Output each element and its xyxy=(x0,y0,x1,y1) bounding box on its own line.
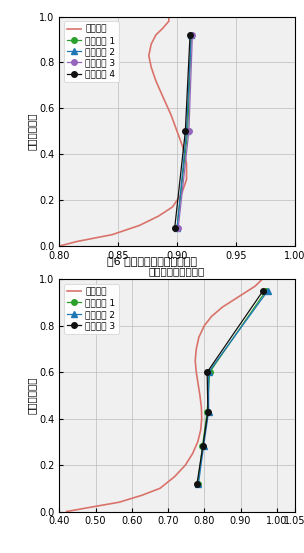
测试探针 3 xyxy=(176,225,180,231)
仿真结果 xyxy=(167,13,171,20)
仿真结果 xyxy=(154,32,158,38)
仿真结果 xyxy=(149,64,153,70)
Line: 仿真结果: 仿真结果 xyxy=(67,279,262,512)
仿真结果 xyxy=(75,238,79,245)
仿真结果 xyxy=(185,160,188,167)
测试探针 1 xyxy=(205,408,209,415)
测试探针 4 xyxy=(184,128,187,134)
测试探针 2 xyxy=(189,32,193,38)
仿真结果 xyxy=(253,283,257,290)
测试探针 3 xyxy=(187,128,191,134)
仿真结果 xyxy=(110,231,114,238)
测试探针 3 xyxy=(201,443,205,450)
仿真结果 xyxy=(161,93,165,100)
仿真结果 xyxy=(157,213,160,220)
测试探针 2 xyxy=(175,225,179,231)
仿真结果 xyxy=(200,415,204,422)
Line: 测试探针 1: 测试探针 1 xyxy=(174,32,194,231)
测试探针 2 xyxy=(207,408,210,415)
仿真结果 xyxy=(158,485,162,492)
仿真结果 xyxy=(173,473,176,480)
仿真结果 xyxy=(221,304,224,310)
Line: 测试探针 3: 测试探针 3 xyxy=(175,32,195,231)
测试探针 1 xyxy=(201,443,204,450)
仿真结果 xyxy=(197,334,201,341)
测试探针 1 xyxy=(208,369,212,375)
测试探针 1 xyxy=(189,32,193,38)
仿真结果 xyxy=(199,427,202,434)
测试探针 1 xyxy=(196,481,199,487)
仿真结果 xyxy=(196,439,199,445)
Line: 测试探针 2: 测试探针 2 xyxy=(174,32,194,231)
Text: 图6 压气机出口总压径向分布: 图6 压气机出口总压径向分布 xyxy=(107,256,197,266)
Line: 测试探针 1: 测试探针 1 xyxy=(195,288,269,487)
仿真结果 xyxy=(261,276,264,283)
仿真结果 xyxy=(169,112,173,118)
仿真结果 xyxy=(196,380,200,387)
测试探针 3 xyxy=(206,408,210,415)
测试探针 4 xyxy=(188,32,192,38)
仿真结果 xyxy=(154,77,158,84)
仿真结果 xyxy=(140,492,144,499)
仿真结果 xyxy=(181,144,185,151)
仿真结果 xyxy=(202,322,206,329)
仿真结果 xyxy=(185,176,188,183)
Line: 测试探针 4: 测试探针 4 xyxy=(172,32,193,231)
仿真结果 xyxy=(184,462,187,468)
测试探针 2 xyxy=(207,369,210,375)
测试探针 1 xyxy=(264,288,268,294)
仿真结果 xyxy=(193,357,197,364)
仿真结果 xyxy=(161,25,165,32)
测试探针 3 xyxy=(261,288,265,294)
仿真结果 xyxy=(198,392,202,399)
测试探针 2 xyxy=(185,128,188,134)
测试探针 2 xyxy=(197,481,200,487)
仿真结果 xyxy=(137,222,141,229)
测试探针 3 xyxy=(195,481,199,487)
测试探针 1 xyxy=(175,225,179,231)
Line: 测试探针 2: 测试探针 2 xyxy=(196,288,271,487)
仿真结果 xyxy=(167,18,171,24)
仿真结果 xyxy=(242,290,246,296)
测试探针 1 xyxy=(186,128,189,134)
测试探针 2 xyxy=(202,443,206,450)
仿真结果 xyxy=(195,369,198,375)
Y-axis label: 相对径向高度: 相对径向高度 xyxy=(26,113,36,150)
仿真结果 xyxy=(210,313,213,320)
Legend: 仿真结果, 测试探针 1, 测试探针 2, 测试探针 3, 测试探针 4: 仿真结果, 测试探针 1, 测试探针 2, 测试探针 3, 测试探针 4 xyxy=(64,21,119,82)
仿真结果 xyxy=(175,128,179,134)
Y-axis label: 相对径向高度: 相对径向高度 xyxy=(26,377,36,414)
仿真结果 xyxy=(65,508,68,515)
仿真结果 xyxy=(171,204,174,210)
Legend: 仿真结果, 测试探针 1, 测试探针 2, 测试探针 3: 仿真结果, 测试探针 1, 测试探针 2, 测试探针 3 xyxy=(64,284,119,334)
Line: 仿真结果: 仿真结果 xyxy=(59,17,187,246)
仿真结果 xyxy=(180,190,184,197)
仿真结果 xyxy=(57,243,61,249)
测试探针 3 xyxy=(191,32,194,38)
Line: 测试探针 3: 测试探针 3 xyxy=(194,288,266,487)
仿真结果 xyxy=(231,297,235,304)
测试探针 3 xyxy=(205,369,209,375)
仿真结果 xyxy=(199,404,203,410)
仿真结果 xyxy=(117,499,121,505)
仿真结果 xyxy=(195,346,198,352)
测试探针 2 xyxy=(266,288,270,294)
仿真结果 xyxy=(147,53,150,59)
仿真结果 xyxy=(91,504,95,510)
测试探针 4 xyxy=(173,225,177,231)
仿真结果 xyxy=(191,450,195,457)
仿真结果 xyxy=(149,41,153,48)
X-axis label: 压气机出口相对总压: 压气机出口相对总压 xyxy=(149,267,205,276)
